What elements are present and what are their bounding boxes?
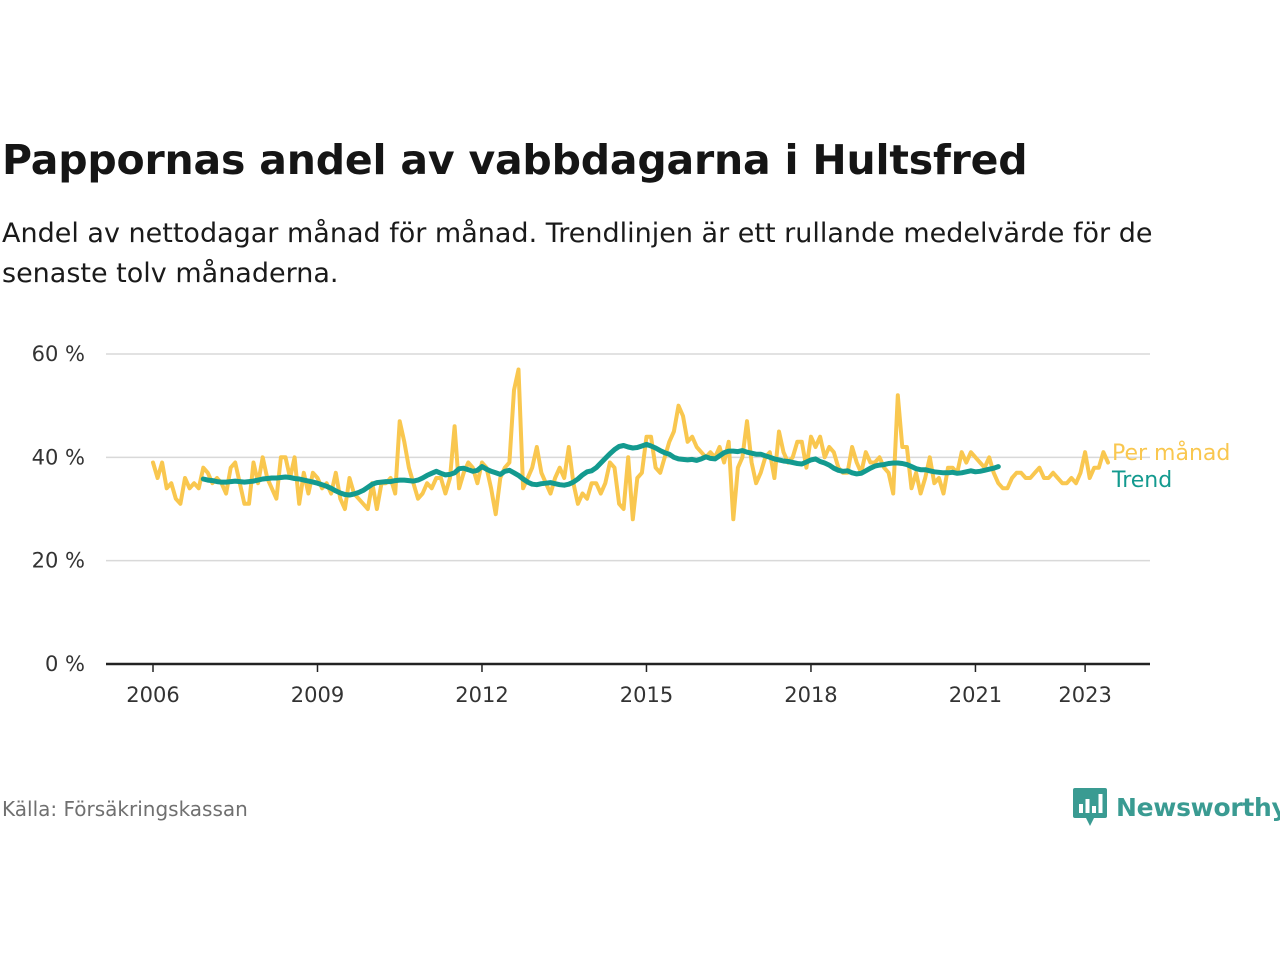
brand-name: Newsworthy <box>1116 792 1280 822</box>
series-layer <box>151 367 1110 522</box>
x-tick-label: 2021 <box>949 683 1002 707</box>
legend-label-trend: Trend <box>1111 468 1172 493</box>
y-tick-label: 0 % <box>45 652 85 676</box>
legend-label-monthly: Per månad <box>1112 440 1230 466</box>
grid-layer <box>106 353 1150 672</box>
chart-title: Pappornas andel av vabbdagarna i Hultsfr… <box>2 136 1028 184</box>
line-chart: 0 % 20 % 40 % 60 % 2006 2009 2012 2015 2018 2021 2… <box>32 342 1231 707</box>
series-line-monthly <box>151 367 1110 522</box>
series-line-trend <box>200 441 1001 498</box>
newsworthy-logo-icon <box>1073 788 1107 826</box>
y-tick-label: 40 % <box>32 445 85 469</box>
x-tick-label: 2012 <box>455 683 508 707</box>
x-tick-label: 2015 <box>620 683 673 707</box>
x-tick-label: 2018 <box>784 683 837 707</box>
y-tick-label: 60 % <box>32 342 85 366</box>
x-tick-label: 2006 <box>126 683 179 707</box>
x-tick-label: 2009 <box>291 683 344 707</box>
brand-logo[interactable]: Newsworthy <box>1072 786 1280 828</box>
label-layer: 0 % 20 % 40 % 60 % 2006 2009 2012 2015 2018 2021 2… <box>32 342 1231 707</box>
y-tick-label: 20 % <box>32 549 85 573</box>
chart-subtitle: Andel av nettodagar månad för månad. Tre… <box>2 218 1153 289</box>
source-note: Källa: Försäkringskassan <box>2 797 248 821</box>
x-tick-label: 2023 <box>1058 683 1111 707</box>
